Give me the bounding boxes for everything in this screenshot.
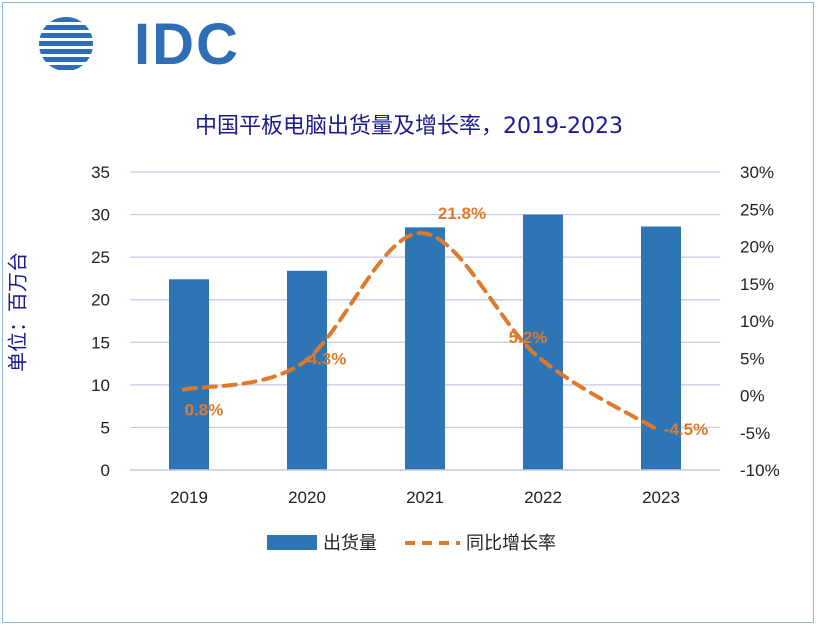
y2-tick-label: 25% [740,200,774,219]
legend-bar-swatch [267,535,317,550]
chart-title: 中国平板电脑出货量及增长率，2019-2023 [195,114,623,139]
y2-tick-label: 10% [740,312,774,331]
y-tick-label: 15 [91,333,110,352]
legend-label: 出货量 [323,533,377,553]
y-tick-label: 25 [91,248,110,267]
y2-tick-label: -10% [740,461,780,480]
y-tick-label: 20 [91,291,110,310]
y-tick-label: 30 [91,206,110,225]
y-tick-label: 5 [101,418,110,437]
y2-tick-label: 0% [740,387,765,406]
y-tick-label: 0 [101,461,110,480]
idc-logo: IDC [38,14,238,74]
data-label: 4.3% [308,349,347,368]
logo-text: IDC [134,12,240,77]
x-tick-label: 2023 [642,488,680,507]
y-tick-label: 35 [91,163,110,182]
y-tick-label: 10 [91,376,110,395]
x-tick-label: 2019 [170,488,208,507]
growth-rate-line [182,231,658,432]
data-label: 5.2% [509,328,548,347]
bar [523,214,563,470]
y2-tick-label: -5% [740,424,770,443]
y2-tick-label: 5% [740,349,765,368]
y2-tick-label: 15% [740,275,774,294]
data-label: -4.5% [664,420,708,439]
data-label: 21.8% [438,204,486,223]
data-label: 0.8% [185,401,224,420]
x-tick-label: 2021 [406,488,444,507]
x-tick-label: 2020 [288,488,326,507]
bar [169,279,209,470]
globe-icon [39,17,93,70]
y2-tick-label: 30% [740,163,774,182]
legend-label: 同比增长率 [466,533,556,553]
y2-tick-label: 20% [740,238,774,257]
x-tick-label: 2022 [524,488,562,507]
bar [641,226,681,470]
bar [405,227,445,470]
